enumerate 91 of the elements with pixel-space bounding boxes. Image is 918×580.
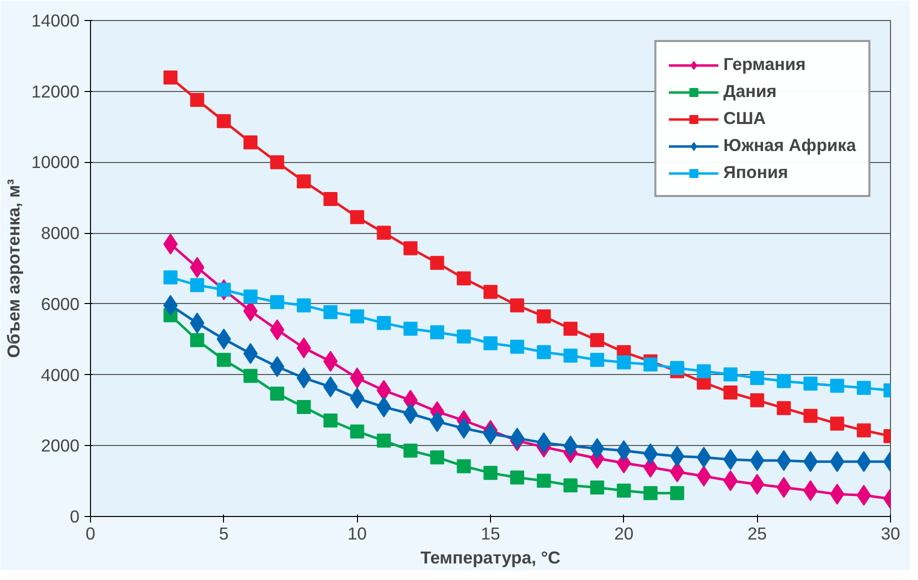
point — [190, 92, 204, 107]
point — [644, 358, 658, 372]
point — [564, 322, 578, 336]
point — [350, 210, 364, 224]
point — [324, 413, 338, 428]
y-tick-label: 6000 — [40, 294, 80, 314]
x-tick-label: 30 — [880, 524, 900, 544]
y-tick-label: 4000 — [40, 364, 80, 385]
point — [376, 316, 391, 330]
point — [404, 322, 418, 336]
point — [164, 70, 178, 85]
point — [536, 309, 551, 324]
point — [670, 361, 684, 376]
point — [590, 333, 604, 348]
point — [776, 401, 791, 416]
point — [244, 368, 258, 383]
point — [190, 333, 204, 348]
point — [696, 364, 711, 378]
point — [270, 295, 284, 310]
point — [296, 174, 311, 188]
y-tick-label: 2000 — [40, 436, 80, 456]
x-tick-label: 15 — [480, 524, 500, 544]
point — [244, 135, 258, 150]
x-axis-title: Температура, °C — [420, 548, 561, 568]
point — [724, 386, 738, 400]
point — [216, 114, 231, 128]
point — [296, 298, 311, 312]
point — [484, 336, 498, 350]
point — [830, 416, 844, 431]
y-tick-label: 10000 — [31, 152, 80, 172]
point — [244, 289, 258, 304]
y-tick-label: 8000 — [40, 223, 80, 244]
y-axis-title: Объем аэротенка, м³ — [3, 178, 24, 358]
y-tick-label: 14000 — [31, 10, 80, 30]
point — [750, 393, 764, 408]
point — [644, 486, 658, 500]
point — [324, 305, 338, 320]
point — [456, 330, 471, 344]
point — [376, 434, 391, 448]
point — [216, 282, 231, 297]
x-tick-label: 20 — [614, 524, 634, 544]
x-tick-label: 0 — [86, 524, 96, 544]
point — [670, 486, 684, 500]
point — [724, 367, 738, 382]
point — [190, 278, 204, 292]
x-tick-label: 10 — [348, 524, 367, 544]
y-tick-label: 0 — [70, 506, 80, 526]
point — [324, 192, 338, 206]
point — [430, 450, 444, 464]
point — [164, 270, 178, 284]
point — [590, 480, 604, 494]
point — [484, 284, 498, 299]
point — [804, 408, 818, 423]
point — [536, 474, 551, 488]
point — [456, 459, 471, 474]
x-tick-label: 5 — [219, 524, 229, 544]
point — [430, 325, 444, 340]
point — [616, 355, 631, 370]
point — [376, 226, 391, 240]
point — [430, 256, 444, 270]
point — [270, 155, 284, 170]
point — [484, 466, 498, 480]
legend-label: Дания — [723, 81, 777, 102]
point — [830, 378, 844, 393]
point — [350, 309, 364, 324]
point — [404, 444, 418, 458]
point — [270, 386, 284, 401]
legend-label: США — [723, 108, 766, 129]
point — [216, 352, 231, 367]
point — [350, 424, 364, 438]
point — [750, 370, 764, 385]
point — [804, 376, 818, 391]
point — [510, 470, 524, 485]
point — [590, 352, 604, 367]
point — [510, 298, 524, 312]
point — [296, 400, 311, 414]
point — [776, 374, 791, 388]
legend-label: Япония — [723, 162, 788, 183]
y-tick-label: 12000 — [31, 81, 80, 102]
legend-label: Южная Африка — [723, 135, 856, 156]
point — [856, 380, 871, 395]
point — [616, 484, 631, 498]
x-tick-label: 25 — [748, 524, 767, 544]
point — [564, 348, 578, 363]
point — [456, 271, 471, 286]
point — [404, 241, 418, 256]
point — [510, 340, 524, 354]
point — [536, 345, 551, 360]
legend-label: Германия — [723, 54, 806, 75]
point — [564, 478, 578, 492]
point — [856, 423, 871, 438]
